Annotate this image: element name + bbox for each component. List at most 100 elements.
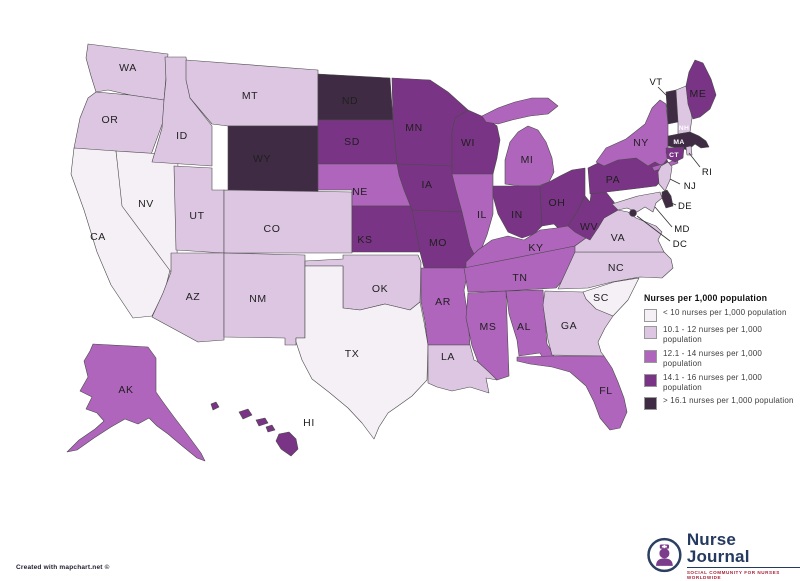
- legend-item-label: < 10 nurses per 1,000 population: [663, 308, 787, 317]
- state-label-ri: RI: [702, 167, 712, 178]
- state-sc[interactable]: [582, 277, 640, 317]
- state-label-fl: FL: [599, 385, 612, 397]
- state-label-nj: NJ: [684, 181, 696, 192]
- state-nj[interactable]: [657, 161, 673, 192]
- logo-text-block: Nurse Journal SOCIAL COMMUNITY FOR NURSE…: [686, 531, 800, 580]
- state-label-nd: ND: [342, 95, 358, 107]
- legend-item-label: 14.1 - 16 nurses per 1,000 population: [663, 372, 763, 392]
- state-label-vt: VT: [650, 77, 663, 88]
- state-hi-island-3[interactable]: [255, 417, 269, 427]
- state-label-mi: MI: [521, 154, 534, 166]
- state-label-sd: SD: [344, 136, 360, 148]
- state-label-ks: KS: [357, 234, 372, 246]
- callout-lines-layer: [636, 86, 701, 242]
- state-label-tx: TX: [345, 348, 360, 360]
- state-label-oh: OH: [549, 197, 566, 209]
- state-label-tn: TN: [512, 272, 527, 284]
- state-label-dc: DC: [673, 239, 688, 250]
- state-ri[interactable]: [685, 145, 693, 156]
- state-wv[interactable]: [567, 181, 619, 241]
- state-label-wv: WV: [580, 221, 598, 233]
- state-or[interactable]: [73, 91, 165, 157]
- state-label-va: VA: [611, 232, 625, 244]
- state-label-ms: MS: [480, 321, 497, 333]
- state-me[interactable]: [685, 59, 717, 120]
- mapchart-credit: Created with mapchart.net ©: [16, 564, 110, 571]
- state-hi-island-4[interactable]: [265, 424, 276, 433]
- state-label-md: MD: [674, 224, 690, 235]
- callout-line-dc: [636, 215, 671, 242]
- legend-swatch-icon: [644, 397, 657, 411]
- callout-line-ri: [688, 152, 701, 168]
- state-la[interactable]: [427, 344, 498, 394]
- state-label-ne: NE: [352, 186, 368, 198]
- state-ct[interactable]: [665, 146, 685, 163]
- state-wy[interactable]: [227, 125, 319, 193]
- state-mi-upper[interactable]: [481, 97, 559, 125]
- legend-title: Nurses per 1,000 population: [644, 293, 768, 303]
- state-label-ky: KY: [528, 242, 543, 254]
- state-label-sc: SC: [593, 292, 609, 304]
- state-ny[interactable]: [595, 99, 669, 167]
- state-md[interactable]: [611, 191, 663, 213]
- state-label-nc: NC: [608, 262, 624, 274]
- callout-line-de: [668, 201, 677, 206]
- state-de[interactable]: [661, 189, 674, 209]
- state-label-in: IN: [511, 209, 523, 221]
- state-label-al: AL: [517, 321, 531, 333]
- state-label-ok: OK: [372, 283, 388, 295]
- state-label-il: IL: [477, 209, 487, 221]
- nurse-journal-logo: Nurse Journal SOCIAL COMMUNITY FOR NURSE…: [646, 531, 800, 580]
- state-ak[interactable]: [66, 343, 206, 462]
- state-label-la: LA: [441, 351, 455, 363]
- legend-swatch-icon: [644, 326, 657, 339]
- callout-line-md: [654, 206, 673, 228]
- state-label-ny: NY: [633, 137, 649, 149]
- state-ms[interactable]: [465, 290, 510, 381]
- state-label-co: CO: [264, 223, 281, 235]
- state-nc[interactable]: [557, 251, 674, 290]
- legend-item-label: 10.1 - 12 nurses per 1,000 population: [663, 325, 763, 345]
- state-hi-island-5[interactable]: [275, 431, 299, 457]
- state-label-pa: PA: [606, 174, 620, 186]
- state-co[interactable]: [223, 189, 353, 254]
- states-layer: [66, 43, 717, 462]
- map-legend: Nurses per 1,000 population < 10 nurses …: [644, 293, 796, 413]
- state-hi-island-1[interactable]: [210, 401, 220, 411]
- legend-item-label: 12.1 - 14 nurses per 1,000 population: [663, 348, 763, 369]
- state-label-wi: WI: [461, 137, 475, 149]
- nurse-icon: [647, 538, 682, 573]
- state-label-nm: NM: [249, 293, 267, 305]
- callout-line-nj: [669, 178, 681, 185]
- state-dc-dot[interactable]: [629, 209, 637, 217]
- state-label-ut: UT: [189, 210, 204, 222]
- state-label-wa: WA: [119, 62, 137, 74]
- legend-item: > 16.1 nurses per 1,000 population: [644, 396, 796, 411]
- state-label-hi: HI: [303, 417, 315, 429]
- state-label-az: AZ: [186, 291, 201, 303]
- state-label-mt: MT: [242, 90, 258, 102]
- legend-item: < 10 nurses per 1,000 population: [644, 308, 796, 322]
- state-hi-island-2[interactable]: [238, 408, 253, 420]
- logo-tagline: SOCIAL COMMUNITY FOR NURSES WORLDWIDE: [686, 569, 780, 580]
- logo-name: Nurse Journal: [686, 531, 800, 568]
- state-label-ga: GA: [561, 320, 577, 332]
- state-tx[interactable]: [295, 265, 429, 440]
- legend-item: 14.1 - 16 nurses per 1,000 population: [644, 373, 796, 394]
- legend-item-label: > 16.1 nurses per 1,000 population: [663, 396, 794, 406]
- state-label-ia: IA: [421, 179, 432, 191]
- state-label-ct: CT: [669, 152, 679, 159]
- state-label-ma: MA: [673, 139, 684, 146]
- state-label-nh: NH: [679, 125, 689, 132]
- state-fl[interactable]: [516, 355, 628, 431]
- legend-swatch-icon: [644, 373, 657, 387]
- state-label-me: ME: [690, 88, 707, 100]
- legend-swatch-icon: [644, 309, 657, 322]
- state-label-ak: AK: [118, 384, 133, 396]
- state-label-mo: MO: [429, 237, 447, 249]
- state-label-ar: AR: [435, 296, 451, 308]
- state-label-nv: NV: [138, 198, 154, 210]
- state-label-id: ID: [176, 130, 188, 142]
